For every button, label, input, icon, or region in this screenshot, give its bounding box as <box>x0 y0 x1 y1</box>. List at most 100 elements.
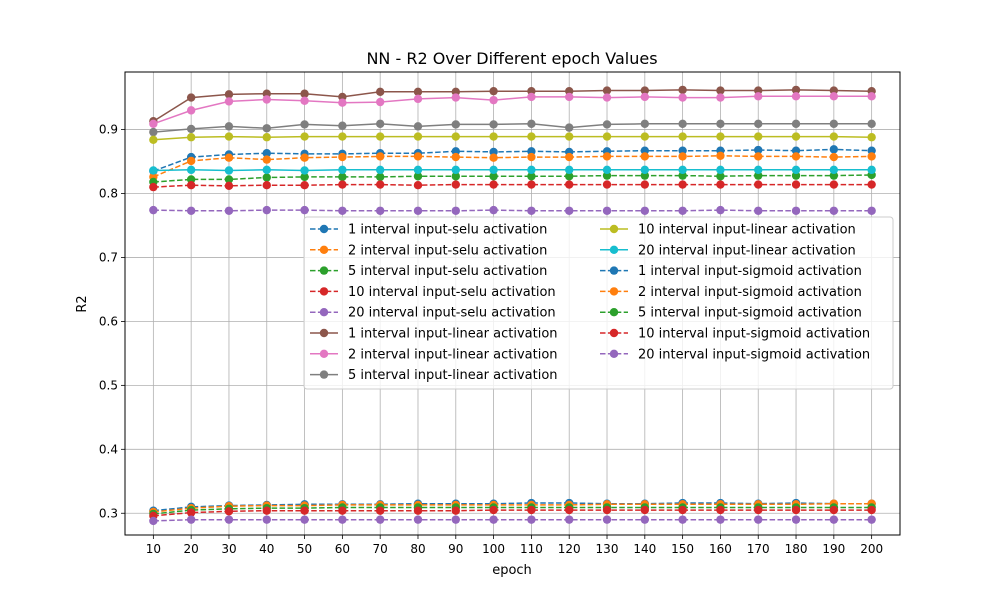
data-point <box>640 165 650 175</box>
data-point <box>224 181 234 191</box>
y-axis-label: R2 <box>75 295 90 312</box>
x-axis-label: epoch <box>492 563 532 578</box>
data-point <box>678 515 687 524</box>
data-point <box>867 165 876 175</box>
data-point <box>375 180 385 189</box>
legend-label: 5 interval input-selu activation <box>348 264 547 279</box>
series-line <box>153 89 872 122</box>
data-point <box>829 180 839 189</box>
data-point <box>602 165 612 175</box>
legend-swatch-marker <box>319 266 329 275</box>
x-tick-label: 120 <box>558 542 581 556</box>
data-point <box>640 132 650 141</box>
data-point <box>754 515 763 524</box>
series-line <box>153 123 872 133</box>
x-tick-label: 130 <box>596 542 619 556</box>
legend-swatch-marker <box>319 245 329 254</box>
data-point <box>451 180 460 189</box>
data-point <box>565 132 574 141</box>
data-point <box>224 132 234 141</box>
series-10 <box>149 165 876 175</box>
data-point <box>489 205 498 215</box>
legend-item: 2 interval input-linear activation <box>310 347 558 362</box>
data-point <box>754 152 763 161</box>
data-point <box>224 515 234 524</box>
data-point <box>678 180 687 189</box>
legend-swatch-marker <box>609 308 619 317</box>
x-tick-label: 30 <box>221 542 236 556</box>
legend-item: 1 interval input-sigmoid activation <box>600 264 862 279</box>
data-point <box>338 152 347 162</box>
data-point <box>262 180 271 190</box>
data-point <box>300 180 309 190</box>
legend-swatch-marker <box>319 370 329 379</box>
legend-label: 10 interval input-linear activation <box>638 223 856 238</box>
data-point <box>716 180 725 189</box>
series-line <box>153 169 872 172</box>
data-point <box>186 124 196 134</box>
data-point <box>149 166 158 175</box>
data-point <box>413 122 423 131</box>
data-point <box>186 206 196 215</box>
data-point <box>224 206 234 215</box>
data-point <box>829 132 839 141</box>
data-point <box>338 92 347 102</box>
data-point <box>451 515 460 524</box>
data-point <box>489 86 498 96</box>
data-point <box>829 145 839 154</box>
data-point <box>338 98 347 107</box>
legend-item: 2 interval input-selu activation <box>310 243 547 258</box>
series-line <box>153 509 872 517</box>
data-point <box>375 172 385 182</box>
data-point <box>224 90 234 99</box>
data-point <box>375 97 385 107</box>
legend-swatch-marker <box>609 245 619 254</box>
data-point <box>451 93 460 102</box>
data-point <box>640 505 650 515</box>
series-line <box>153 183 872 188</box>
data-point <box>791 180 801 189</box>
y-tick-label: 0.3 <box>99 506 118 520</box>
data-point <box>716 505 725 515</box>
data-point <box>640 152 650 161</box>
data-point <box>527 172 536 181</box>
data-point <box>565 515 574 524</box>
data-point <box>262 165 271 175</box>
data-point <box>829 171 839 180</box>
data-point <box>754 180 763 189</box>
data-point <box>149 516 158 526</box>
series-line <box>153 135 872 141</box>
series-8 <box>149 119 876 137</box>
x-axis-ticks: 10 20 30 40 50 60 70 80 90 100 110 120 130 140 150 160 1… <box>146 535 883 556</box>
data-point <box>489 172 498 181</box>
legend-label: 20 interval input-sigmoid activation <box>638 347 870 362</box>
data-point <box>149 182 158 192</box>
data-point <box>829 165 839 175</box>
x-tick-label: 40 <box>259 542 274 556</box>
legend: 1 interval input-selu activation 2 interv… <box>303 216 894 390</box>
data-point <box>754 92 763 101</box>
y-tick-label: 0.6 <box>99 314 118 328</box>
data-point <box>186 515 196 524</box>
data-point <box>678 165 687 175</box>
data-point <box>754 119 763 128</box>
data-point <box>527 119 536 128</box>
x-tick-label: 200 <box>860 542 883 556</box>
data-point <box>527 86 536 96</box>
data-point <box>867 119 876 128</box>
x-tick-label: 70 <box>373 542 388 556</box>
data-point <box>527 515 536 524</box>
data-point <box>640 86 650 95</box>
data-point <box>489 147 498 157</box>
data-point <box>489 505 498 515</box>
data-point <box>262 124 271 133</box>
data-point <box>678 206 687 215</box>
data-point <box>754 171 763 180</box>
data-point <box>640 515 650 524</box>
data-point <box>262 89 271 98</box>
data-point <box>300 96 309 105</box>
data-point <box>338 121 347 130</box>
data-point <box>186 165 196 175</box>
data-point <box>867 180 876 189</box>
